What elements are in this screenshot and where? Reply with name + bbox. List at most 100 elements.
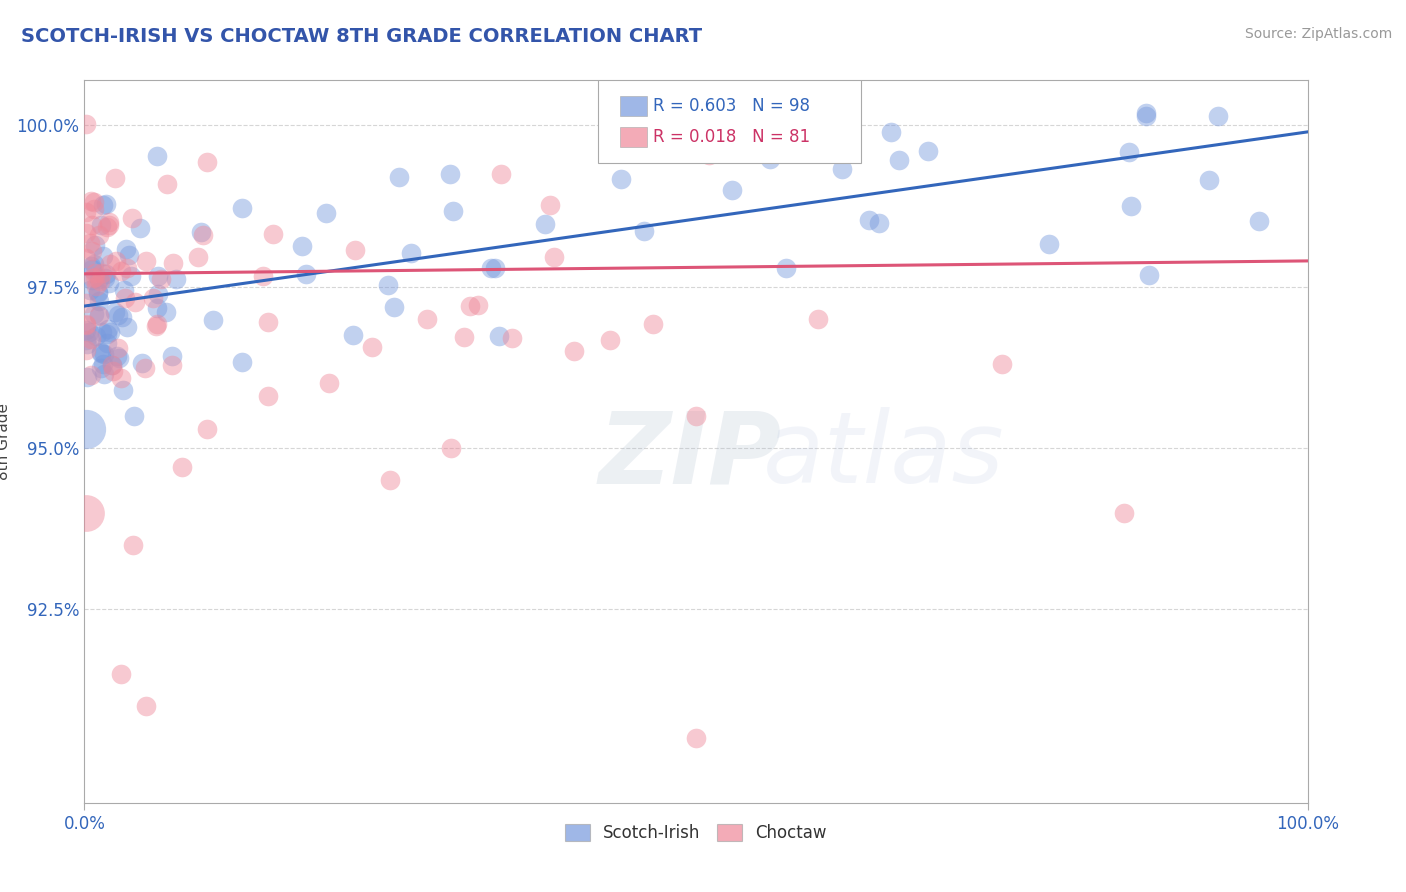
Point — [380, 473, 402, 487]
Point — [75, 317, 97, 331]
Point — [75, 227, 97, 241]
Point — [107, 308, 129, 322]
Point — [135, 699, 157, 714]
Point — [880, 125, 903, 139]
Point — [643, 317, 665, 331]
Point — [96, 220, 118, 235]
Point — [533, 218, 555, 232]
Point — [87, 293, 110, 308]
Point — [76, 370, 98, 384]
Point — [135, 253, 157, 268]
Point — [887, 153, 910, 168]
Point — [195, 422, 218, 436]
Point — [112, 283, 135, 297]
Point — [191, 228, 214, 243]
Point — [231, 201, 253, 215]
Point — [75, 296, 97, 310]
Point — [538, 198, 561, 212]
Point — [107, 342, 129, 356]
Point — [76, 336, 98, 351]
Point — [93, 347, 115, 361]
Point — [146, 268, 169, 283]
Point — [115, 320, 138, 334]
Point — [610, 172, 633, 186]
Point — [80, 194, 103, 208]
Text: Source: ZipAtlas.com: Source: ZipAtlas.com — [1244, 27, 1392, 41]
Point — [82, 218, 104, 232]
Point — [343, 243, 366, 257]
Point — [1249, 214, 1271, 228]
Point — [439, 167, 461, 181]
Point — [187, 250, 209, 264]
Point — [79, 283, 101, 297]
Point — [118, 248, 141, 262]
Point — [91, 198, 114, 212]
Point — [75, 323, 97, 337]
Point — [93, 367, 115, 381]
Point — [91, 357, 114, 371]
Point — [94, 197, 117, 211]
Point — [101, 358, 124, 372]
Point — [83, 202, 105, 216]
Point — [807, 312, 830, 326]
Point — [83, 238, 105, 252]
Point — [110, 263, 132, 277]
Point — [82, 270, 104, 285]
Point — [858, 212, 880, 227]
Point — [134, 360, 156, 375]
Point — [84, 279, 107, 293]
Point — [124, 295, 146, 310]
Point — [77, 325, 100, 339]
Point — [89, 274, 111, 288]
Point — [917, 144, 939, 158]
Point — [489, 168, 512, 182]
Point — [90, 346, 112, 360]
Point — [295, 268, 318, 282]
Point — [90, 266, 112, 280]
Point — [83, 266, 105, 280]
Point — [1114, 506, 1136, 520]
Point — [458, 299, 481, 313]
Point — [502, 331, 524, 345]
Point — [89, 309, 111, 323]
Point — [96, 336, 118, 351]
Point — [146, 301, 169, 315]
Point — [90, 218, 112, 232]
Point — [91, 249, 114, 263]
Point — [98, 218, 121, 232]
Point — [79, 235, 101, 250]
Point — [98, 325, 121, 339]
Point — [231, 354, 253, 368]
Point — [759, 153, 782, 167]
Point — [360, 340, 382, 354]
Point — [740, 137, 762, 152]
Point — [114, 242, 136, 256]
Point — [831, 162, 853, 177]
Point — [104, 254, 127, 268]
Point — [75, 334, 97, 348]
Point — [122, 409, 145, 423]
FancyBboxPatch shape — [620, 127, 647, 147]
Point — [83, 195, 105, 210]
Point — [146, 286, 169, 301]
Point — [1118, 145, 1140, 160]
Point — [156, 178, 179, 192]
Point — [80, 262, 103, 277]
Point — [1038, 237, 1060, 252]
Point — [131, 356, 153, 370]
Point — [775, 261, 797, 276]
Point — [401, 245, 423, 260]
Point — [91, 325, 114, 339]
Point — [416, 312, 439, 326]
Point — [82, 273, 104, 287]
Point — [868, 216, 890, 230]
Point — [103, 364, 125, 378]
Point — [115, 260, 138, 275]
Point — [382, 300, 405, 314]
Text: atlas: atlas — [763, 408, 1005, 505]
Text: SCOTCH-IRISH VS CHOCTAW 8TH GRADE CORRELATION CHART: SCOTCH-IRISH VS CHOCTAW 8TH GRADE CORREL… — [21, 27, 702, 45]
Point — [96, 327, 118, 342]
Point — [172, 460, 194, 475]
Point — [75, 422, 97, 436]
Point — [84, 329, 107, 343]
